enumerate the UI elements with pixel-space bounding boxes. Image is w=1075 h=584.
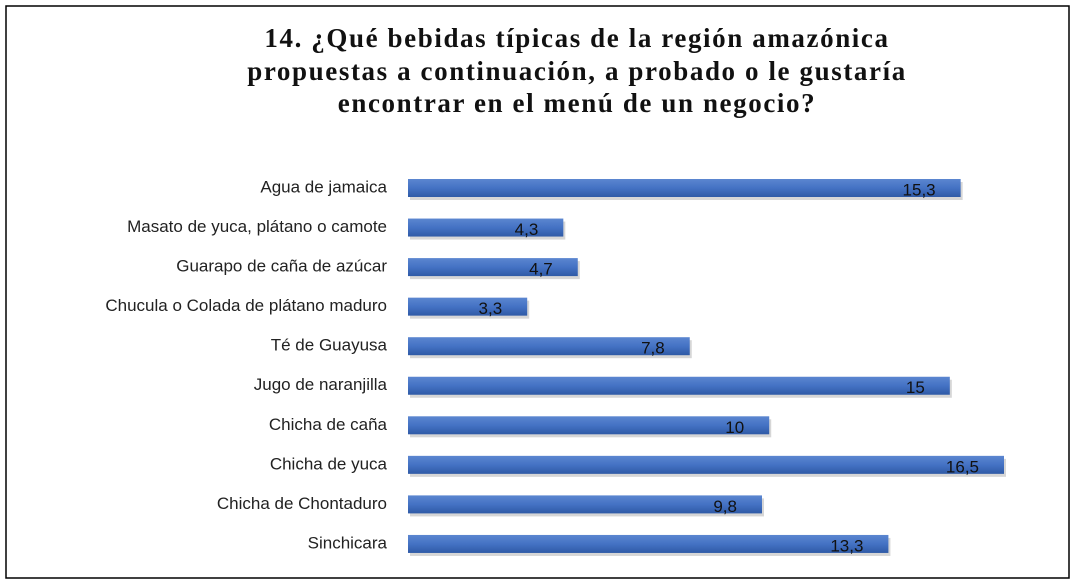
chart-border: [5, 5, 1070, 579]
bar: [408, 297, 528, 316]
y-tick-label: Sinchicara: [308, 533, 388, 552]
y-tick-label: Té de Guayusa: [271, 336, 388, 355]
data-label: 15: [906, 378, 925, 397]
bar: [408, 495, 762, 514]
y-tick-label: Agua de jamaica: [260, 177, 387, 196]
bar: [408, 534, 889, 553]
data-label: 9,8: [713, 497, 737, 516]
bar: [408, 416, 770, 435]
y-tick-label: Jugo de naranjilla: [254, 375, 388, 394]
y-tick-label: Masato de yuca, plátano o camote: [127, 217, 387, 236]
bar: [408, 258, 578, 277]
y-tick-label: Chicha de caña: [269, 415, 388, 434]
bar: [408, 179, 961, 197]
y-tick-label: Chicha de yuca: [270, 454, 388, 473]
y-tick-label: Chucula o Colada de plátano maduro: [105, 296, 387, 315]
data-label: 4,3: [515, 220, 539, 239]
data-label: 7,8: [641, 339, 665, 358]
data-label: 16,5: [946, 457, 979, 476]
data-label: 13,3: [830, 536, 863, 555]
data-label: 15,3: [903, 180, 936, 199]
chart-title: encontrar en el menú de un negocio?: [338, 88, 816, 118]
chart-title: propuestas a continuación, a probado o l…: [247, 56, 907, 86]
data-label: 4,7: [529, 260, 553, 279]
data-label: 10: [725, 418, 744, 437]
bar: [408, 376, 950, 395]
bar: [408, 218, 564, 237]
bar: [408, 455, 1004, 474]
y-tick-label: Chicha de Chontaduro: [217, 494, 387, 513]
data-label: 3,3: [479, 299, 503, 318]
bar: [408, 337, 690, 356]
y-tick-label: Guarapo de caña de azúcar: [176, 257, 387, 276]
chart-title: 14. ¿Qué bebidas típicas de la región am…: [264, 23, 889, 53]
